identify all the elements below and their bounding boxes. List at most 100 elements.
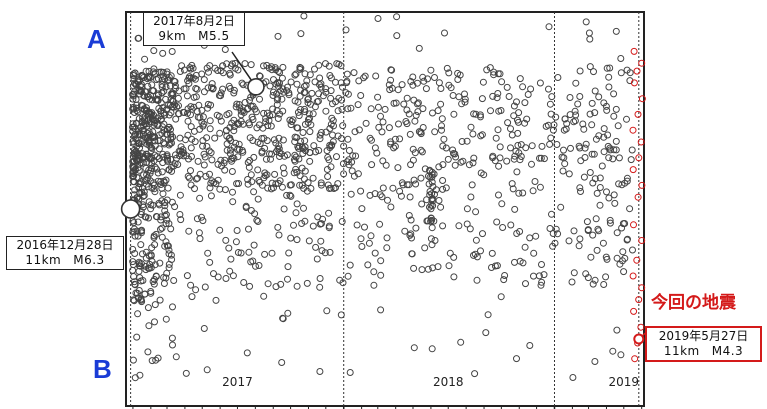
earthquake-point [154,169,162,177]
earthquake-point [489,92,497,100]
earthquake-point [417,174,425,182]
earthquake-point [248,113,256,121]
earthquake-point [287,234,295,242]
earthquake-point [260,109,268,117]
plot-frame [125,11,645,407]
earthquake-point [316,135,324,143]
earthquake-point [593,246,601,254]
earthquake-point [192,175,200,183]
earthquake-point [358,243,366,250]
earthquake-point [260,292,268,300]
earthquake-point [371,249,379,257]
recent-earthquake-point [638,59,646,67]
earthquake-point [531,178,539,185]
earthquake-point [392,99,400,107]
earthquake-point [438,122,445,130]
earthquake-point [513,230,521,237]
earthquake-point [340,170,348,178]
earthquake-point [570,118,578,126]
earthquake-point [374,15,382,22]
x-tick-label: 2019 [609,375,640,389]
earthquake-point [294,98,302,106]
earthquake-point [279,136,287,144]
earthquake-point [347,104,355,112]
earthquake-point [198,106,206,114]
earthquake-point [600,99,608,107]
earthquake-point [456,71,464,79]
earthquake-point [150,87,158,95]
earthquake-point [427,66,435,74]
earthquake-point [591,109,599,117]
earthquake-point [438,126,445,134]
earthquake-point [171,78,179,86]
earthquake-point [147,288,155,295]
earthquake-point [466,225,474,233]
earthquake-point [524,91,532,98]
earthquake-point [217,117,225,125]
recent-earthquake-point [637,323,645,331]
earthquake-point [409,145,417,153]
earthquake-point [450,253,458,261]
earthquake-point [565,237,573,245]
earthquake-point [254,195,262,203]
earthquake-point [299,150,307,157]
earthquake-point [449,146,457,154]
earthquake-point [577,188,584,195]
recent-earthquake-point [629,166,637,174]
current-event-marker [633,333,645,345]
earthquake-point [154,177,162,185]
earthquake-point [158,168,166,176]
earthquake-point [402,118,410,125]
earthquake-point [340,142,348,150]
earthquake-point [349,152,357,160]
earthquake-point [159,150,167,158]
earthquake-point [468,181,476,189]
callout-magnitude: M4.3 [711,344,744,358]
earthquake-point [256,95,263,103]
earthquake-point [347,190,355,198]
earthquake-point [221,46,229,53]
earthquake-point [151,163,159,171]
earthquake-point [258,149,266,157]
earthquake-point [586,169,594,176]
earthquake-point [133,107,141,114]
earthquake-point [194,174,201,182]
earthquake-point [301,217,309,225]
earthquake-point [307,100,314,108]
earthquake-point [228,168,236,175]
earthquake-point [278,95,286,103]
earthquake-point [383,244,391,252]
earthquake-point [613,326,621,334]
earthquake-point [407,230,415,238]
earthquake-point [346,369,354,376]
earthquake-point [264,184,272,192]
earthquake-point [547,134,555,142]
earthquake-point [623,66,631,74]
callout-2016-12-28: 2016年12月28日 11km M6.3 [6,236,124,270]
earthquake-point [152,356,160,364]
earthquake-point [398,179,406,187]
earthquake-point [594,225,602,233]
earthquake-point [214,176,222,184]
earthquake-point [129,356,137,364]
month-ticks [132,406,643,409]
earthquake-point [600,148,608,156]
earthquake-point [148,115,156,123]
earthquake-point [161,212,169,220]
earthquake-point [150,232,158,240]
earthquake-point [591,276,599,284]
earthquake-point [612,146,620,154]
earthquake-point [595,93,603,101]
earthquake-point [412,224,420,232]
earthquake-point [437,85,445,92]
earthquake-point [479,230,486,238]
earthquake-point [406,193,414,201]
earthquake-point [442,144,450,152]
earthquake-point [326,248,334,256]
earthquake-point [415,44,423,52]
earthquake-point [627,156,635,164]
earthquake-point [350,69,358,77]
earthquake-point [172,151,179,159]
earthquake-point [137,227,145,235]
earthquake-point [306,128,314,136]
